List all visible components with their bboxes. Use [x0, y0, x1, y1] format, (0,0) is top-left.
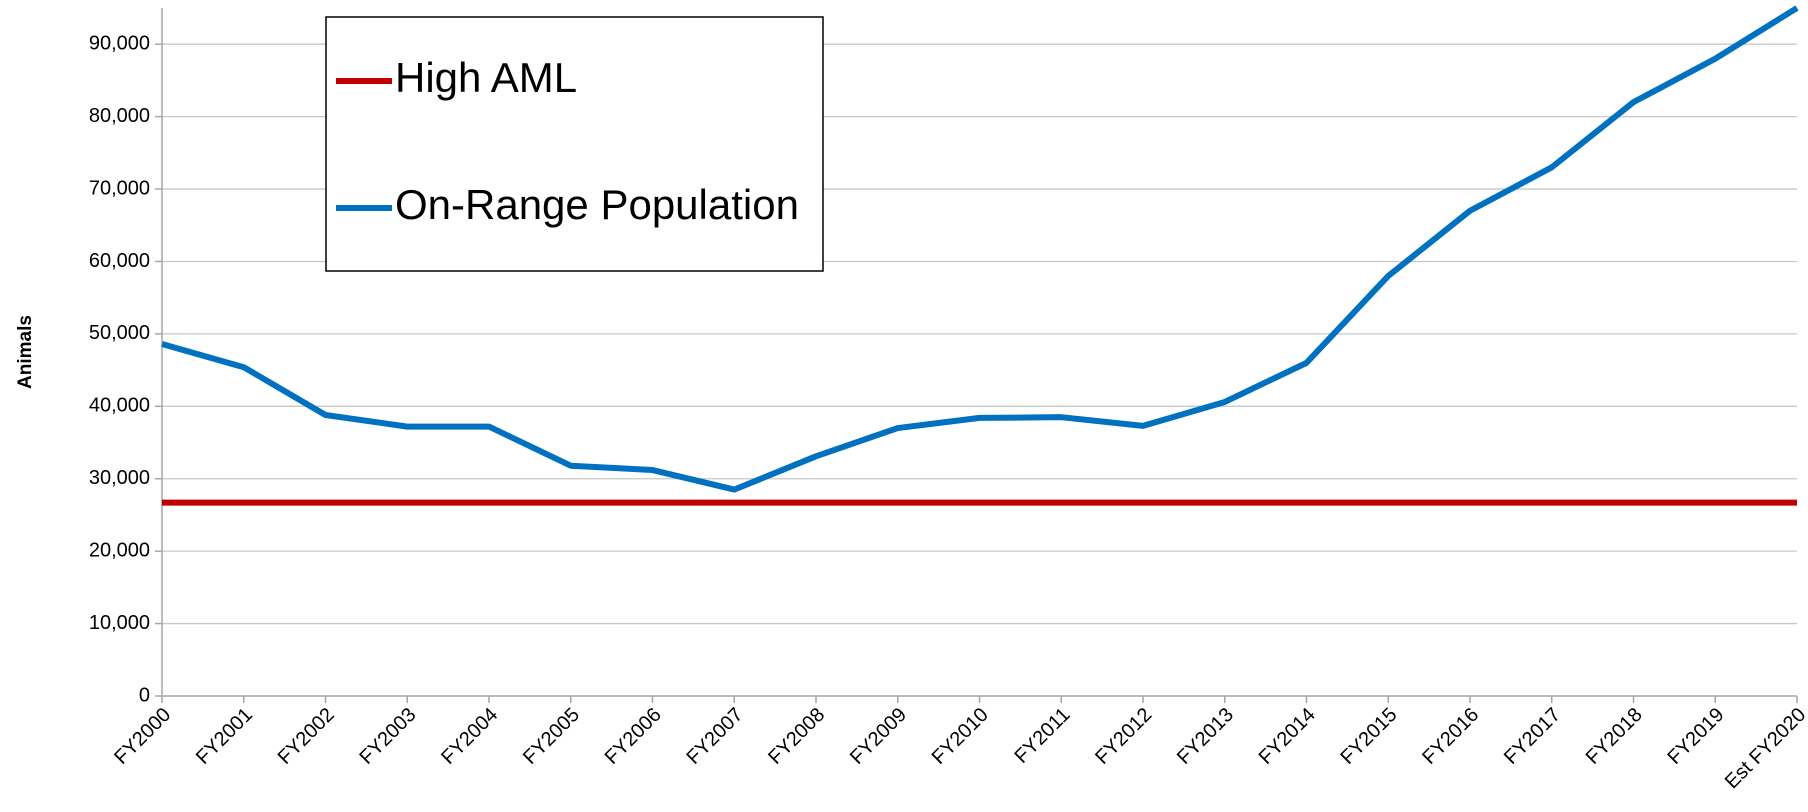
x-tick-label: FY2015: [1336, 704, 1401, 769]
x-tick-label: FY2016: [1418, 704, 1483, 769]
x-tick-label: FY2011: [1010, 704, 1074, 768]
y-tick-label: 20,000: [89, 539, 150, 561]
x-tick-label: FY2008: [764, 704, 829, 769]
x-tick-label: FY2017: [1500, 704, 1565, 769]
y-tick-label: 0: [139, 684, 150, 706]
x-tick-label: FY2013: [1173, 704, 1238, 769]
legend-box: [325, 16, 824, 272]
x-tick-label: FY2004: [437, 704, 502, 769]
y-tick-label: 60,000: [89, 250, 150, 272]
x-tick-label: FY2006: [601, 704, 666, 769]
y-tick-label: 40,000: [89, 395, 150, 417]
line-series: [161, 5, 1799, 493]
legend-label: High AML: [395, 54, 577, 101]
x-tick-label: FY2005: [519, 704, 584, 769]
y-tick-label: 10,000: [89, 612, 150, 634]
x-tick-label: FY2010: [928, 704, 993, 769]
x-tick-label: FY2002: [274, 704, 339, 769]
x-tick-label: FY2014: [1255, 704, 1320, 769]
x-tick-label: FY2007: [682, 704, 747, 769]
x-tick-label: FY2003: [355, 704, 420, 769]
x-tick-label: FY2009: [846, 704, 911, 769]
y-tick-label: 80,000: [89, 105, 150, 127]
legend: High AML On-Range Population: [325, 16, 824, 272]
y-axis-label: Animals: [15, 315, 36, 389]
legend-label: On-Range Population: [395, 181, 799, 228]
y-tick-label: 70,000: [89, 177, 150, 199]
y-tick-label: 90,000: [89, 32, 150, 54]
x-tick-label: Est FY2020: [1721, 704, 1808, 793]
x-tick-label: FY2000: [110, 704, 175, 769]
x-tick-label: FY2019: [1663, 704, 1728, 769]
x-tick-label: FY2012: [1091, 704, 1156, 769]
y-tick-label: 30,000: [89, 467, 150, 489]
y-tick-label: 50,000: [89, 322, 150, 344]
x-tick-label: FY2018: [1582, 704, 1647, 769]
x-tick-label: FY2001: [192, 704, 257, 769]
